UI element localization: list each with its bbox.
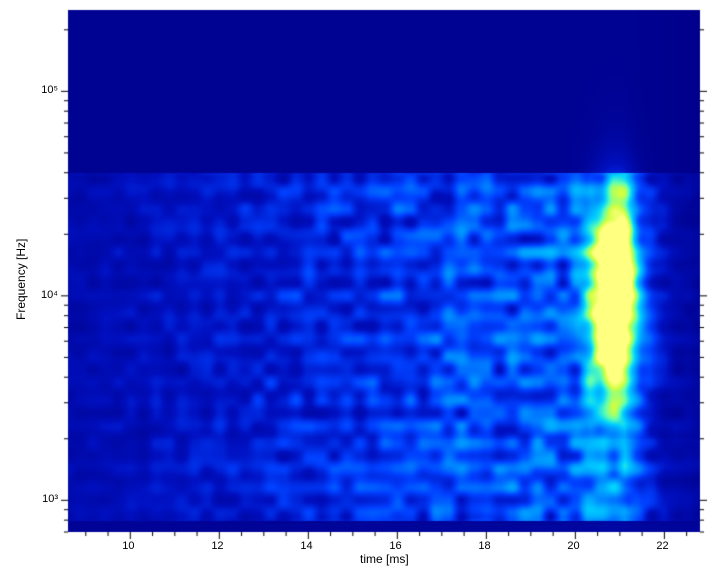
- x-tick-label: 22: [656, 540, 668, 552]
- y-axis-label: Frequency [Hz]: [14, 239, 28, 320]
- y-tick-label: 10³: [42, 493, 58, 505]
- x-tick-label: 14: [300, 540, 312, 552]
- x-tick-label: 20: [567, 540, 579, 552]
- y-tick-label: 10⁴: [41, 289, 58, 301]
- x-axis-label: time [ms]: [360, 552, 409, 566]
- y-tick-label: 10⁵: [41, 84, 58, 96]
- x-tick-label: 18: [478, 540, 490, 552]
- heatmap-canvas: [0, 0, 718, 577]
- spectrogram-chart: Frequency [Hz] time [ms] 10 12 14 16 18 20 22 1…: [0, 0, 718, 577]
- x-tick-label: 12: [211, 540, 223, 552]
- x-tick-label: 10: [122, 540, 134, 552]
- x-tick-label: 16: [389, 540, 401, 552]
